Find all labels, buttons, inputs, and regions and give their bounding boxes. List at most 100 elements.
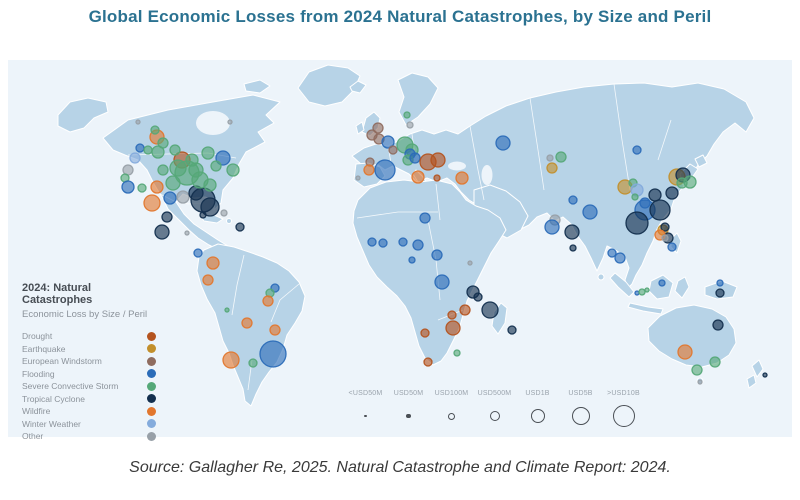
size-legend-label: USD100M <box>434 390 469 397</box>
loss-bubble-flood <box>614 252 626 264</box>
loss-bubble-drought <box>447 310 457 320</box>
loss-bubble-scs <box>224 307 230 313</box>
loss-bubble-wildfire <box>455 171 469 185</box>
loss-bubble-flood <box>544 219 560 235</box>
loss-bubble-flood <box>367 237 377 247</box>
loss-bubble-other <box>355 175 361 181</box>
loss-bubble-tc <box>481 301 499 319</box>
legend-color-dot <box>147 419 156 429</box>
loss-bubble-wildfire <box>677 344 693 360</box>
legend-item-tc: Tropical Cyclone <box>22 393 156 406</box>
loss-bubble-wildfire <box>411 170 425 184</box>
size-legend-circle <box>530 409 545 423</box>
loss-bubble-flood <box>582 204 598 220</box>
legend-item-label: Other <box>22 431 44 442</box>
legend-color-dot <box>147 369 156 379</box>
loss-bubble-scs <box>201 146 215 160</box>
loss-bubble-flood <box>259 340 287 368</box>
loss-bubble-wildfire <box>206 256 220 270</box>
loss-bubble-scs <box>157 164 169 176</box>
loss-bubble-wildfire <box>241 317 253 329</box>
loss-bubble-tc <box>161 211 173 223</box>
loss-bubble-wildfire <box>222 351 240 369</box>
size-legend-item: USD500M <box>473 390 516 428</box>
loss-bubble-other <box>220 209 228 217</box>
size-legend-label: USD50M <box>393 390 424 397</box>
loss-bubble-flood <box>632 145 642 155</box>
loss-bubble-tc <box>154 224 170 240</box>
loss-bubble-scs <box>453 349 461 357</box>
peril-legend-subtitle: Economic Loss by Size / Peril <box>22 309 148 320</box>
loss-bubble-tc <box>660 222 670 232</box>
world-map-panel: 2024: Natural Catastrophes Economic Loss… <box>8 60 792 441</box>
loss-bubble-tc <box>649 199 671 221</box>
peril-legend-items: Drought Earthquake European Windstorm Flood… <box>22 330 156 443</box>
peril-legend-title: 2024: Natural Catastrophes <box>22 282 93 306</box>
legend-color-dot <box>147 331 156 341</box>
loss-bubble-flood <box>193 248 203 258</box>
loss-bubble-other <box>661 234 669 242</box>
page-title: Global Economic Losses from 2024 Natural… <box>88 7 712 26</box>
legend-item-scs: Severe Convective Storm <box>22 380 156 393</box>
loss-bubble-flood <box>381 135 395 149</box>
legend-color-dot <box>147 344 156 354</box>
loss-bubble-wildfire <box>150 180 164 194</box>
loss-bubble-other <box>176 190 190 204</box>
legend-item-label: Winter Weather <box>22 418 81 429</box>
loss-bubbles <box>120 111 768 385</box>
legend-item-quake: Earthquake <box>22 343 156 356</box>
loss-bubble-flood <box>409 152 421 164</box>
loss-bubble-drought <box>423 357 433 367</box>
legend-item-ews: European Windstorm <box>22 355 156 368</box>
loss-bubble-wildfire <box>363 164 375 176</box>
loss-bubble-scs <box>226 163 240 177</box>
loss-bubble-other <box>697 379 703 385</box>
legend-item-drought: Drought <box>22 330 156 343</box>
loss-bubble-scs <box>248 358 258 368</box>
loss-bubble-drought <box>459 304 471 316</box>
loss-bubble-scs <box>555 151 567 163</box>
loss-bubble-ews <box>388 145 398 155</box>
size-legend-label: USD5B <box>568 390 593 397</box>
legend-item-wildfire: Wildfire <box>22 405 156 418</box>
loss-bubble-flood <box>374 159 396 181</box>
legend-item-other: Other <box>22 430 156 443</box>
size-legend-circle <box>406 413 411 419</box>
size-legend-circle <box>571 407 590 425</box>
loss-bubble-scs <box>169 159 187 177</box>
loss-bubble-drought <box>445 320 461 336</box>
size-legend-item: <USD50M <box>344 390 387 428</box>
loss-bubble-tc <box>569 244 577 252</box>
loss-bubble-other <box>406 121 414 129</box>
loss-bubble-scs <box>150 125 160 135</box>
loss-bubble-tc <box>712 319 724 331</box>
loss-bubble-drought <box>433 174 441 182</box>
loss-bubble-flood <box>568 195 578 205</box>
size-legend-circle <box>448 412 455 420</box>
loss-bubble-tc <box>625 211 649 235</box>
size-legend-circle <box>489 411 500 421</box>
size-legend-label: <USD50M <box>348 390 383 397</box>
loss-bubble-flood <box>121 180 135 194</box>
legend-item-flood: Flooding <box>22 368 156 381</box>
loss-bubble-quake <box>546 162 558 174</box>
size-legend-label: USD500M <box>477 390 512 397</box>
loss-bubble-tc <box>762 372 768 378</box>
loss-bubble-other <box>184 230 190 236</box>
loss-bubble-flood <box>215 150 231 166</box>
size-legend-circle <box>364 414 367 418</box>
loss-bubble-flood <box>607 248 617 258</box>
legend-item-label: Wildfire <box>22 406 51 417</box>
loss-bubble-scs <box>137 183 147 193</box>
loss-bubble-tc <box>564 224 580 240</box>
size-legend-label: >USD10B <box>607 390 640 397</box>
loss-bubble-wildfire <box>202 274 214 286</box>
loss-bubble-flood <box>408 256 416 264</box>
loss-bubble-drought <box>430 152 446 168</box>
loss-bubble-scs <box>709 356 721 368</box>
loss-bubble-tc <box>507 325 517 335</box>
size-legend-item: >USD10B <box>602 390 645 428</box>
loss-bubble-scs <box>691 364 703 376</box>
loss-bubble-scs <box>676 177 688 189</box>
loss-bubble-tc <box>199 211 207 219</box>
